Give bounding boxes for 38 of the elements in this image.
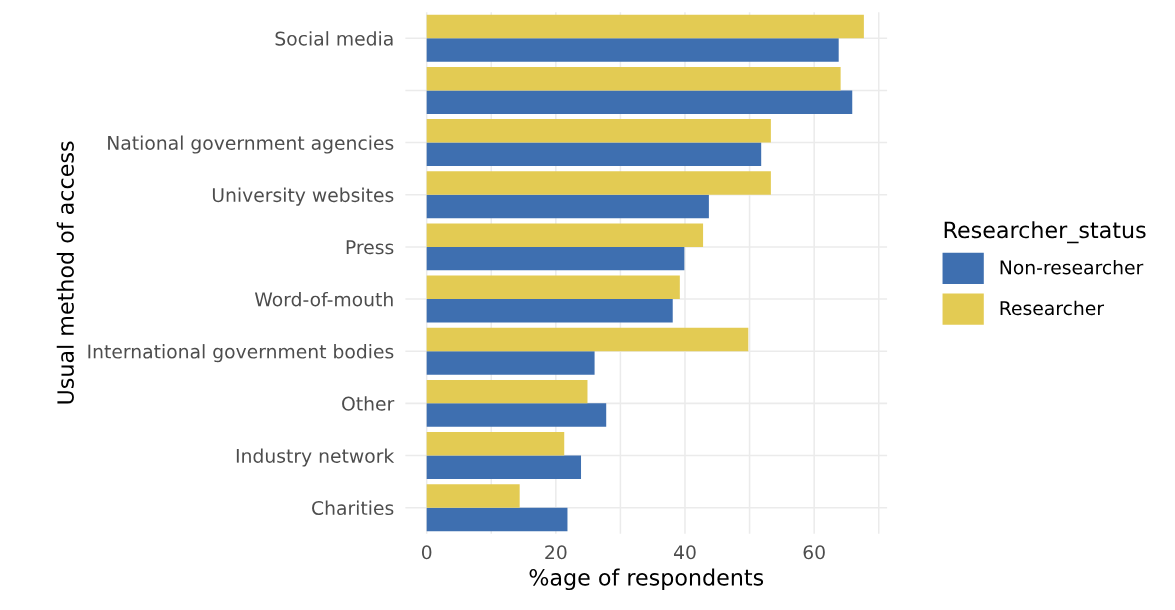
bar (426, 403, 607, 427)
x-tick-label: 0 (421, 545, 432, 560)
bar (426, 119, 771, 143)
bar (426, 14, 864, 39)
legend-title: Researcher_status (944, 221, 1146, 244)
bar (426, 38, 839, 62)
bar (426, 351, 595, 375)
y-tick-label: Industry network (236, 448, 395, 467)
y-tick-label: University websites (212, 187, 394, 206)
bar (426, 432, 565, 456)
bar (426, 246, 685, 271)
bar (426, 275, 680, 300)
bar (426, 299, 673, 323)
y-tick-label: National government agencies (108, 135, 394, 154)
y-axis-title: Usual method of access (56, 141, 74, 404)
bar (426, 327, 749, 352)
x-axis-title: %age of respondents (529, 568, 764, 591)
x-tick-label: 20 (545, 545, 567, 560)
y-tick-label: Press (346, 240, 394, 255)
y-tick-label: Social media (275, 31, 393, 46)
bar (426, 171, 771, 195)
y-tick-label: Other (342, 396, 395, 411)
bar (426, 507, 568, 532)
bar (426, 379, 588, 404)
bar (426, 194, 709, 219)
bar (426, 90, 853, 114)
bar (426, 142, 762, 167)
bar (426, 484, 520, 508)
y-tick-label: Word-of-mouth (254, 291, 393, 307)
legend-label: Researcher (1000, 300, 1105, 316)
bar (426, 66, 841, 91)
bar (426, 223, 704, 247)
legend-label: Non-researcher (1000, 259, 1144, 275)
x-tick-label: 40 (673, 545, 696, 560)
y-tick-label: International government bodies (88, 344, 394, 363)
y-tick-label: Charities (312, 500, 394, 516)
x-tick-label: 60 (803, 545, 825, 560)
bar (426, 455, 582, 479)
